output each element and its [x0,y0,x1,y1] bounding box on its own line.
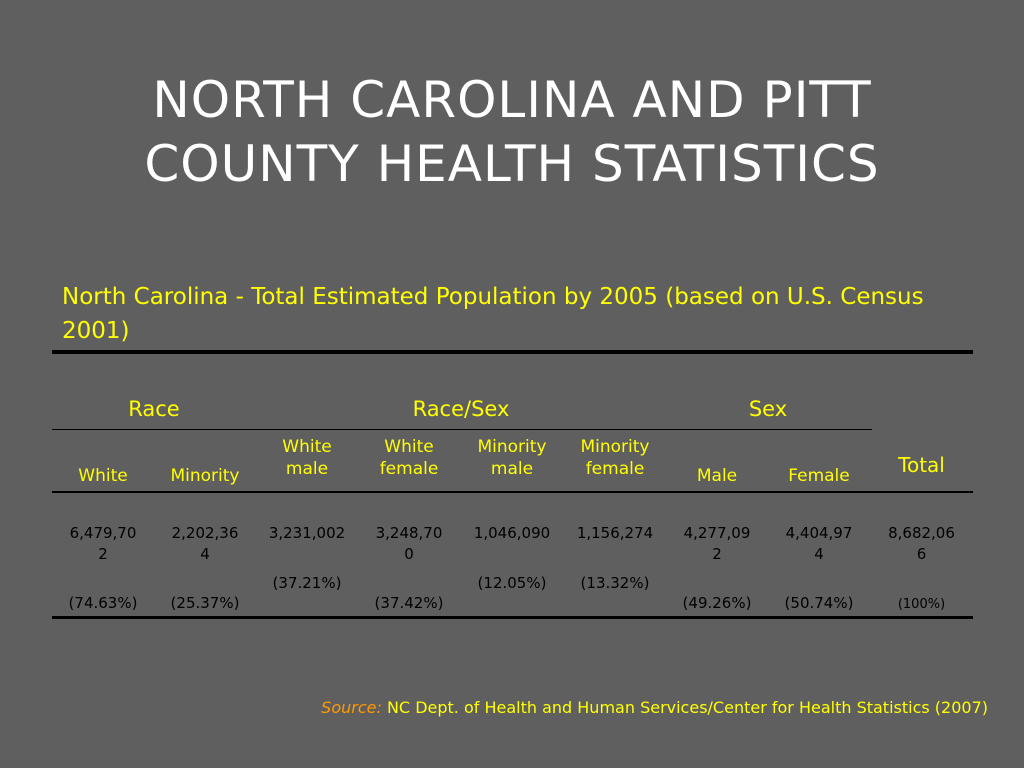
value-line: 6 [916,545,927,563]
column-header-white-male: White male [256,436,358,480]
value-white-female: 3,248,70 0 [358,523,460,565]
source-label: Source: [321,698,382,717]
group-divider-rule [52,429,872,430]
value-line: 6,479,70 [69,524,137,542]
header-line: White [384,437,434,457]
table-bottom-rule [52,616,973,619]
header-line: Minority [477,437,547,457]
column-header-total: Total [898,453,945,477]
table-top-rule [52,350,973,354]
value-line: 4 [200,545,210,563]
value-line: 3,248,70 [375,524,443,542]
value-line: 4,277,09 [683,524,751,542]
column-header-white-female: White female [358,436,460,480]
header-line: White [282,437,332,457]
percent-white-male: (37.21%) [272,574,342,592]
header-line: male [490,459,534,479]
value-female: 4,404,97 4 [768,523,870,565]
slide-title: NORTH CAROLINA AND PITT COUNTY HEALTH ST… [0,68,1024,196]
group-header-sex: Sex [748,397,788,421]
source-note: Source: NC Dept. of Health and Human Ser… [321,698,988,717]
header-line: Minority [580,437,650,457]
value-minority: 2,202,36 4 [154,523,256,565]
column-header-male: Male [696,466,738,486]
percent-minority-male: (12.05%) [477,574,547,592]
percent-female: (50.74%) [784,594,854,612]
table-caption: North Carolina - Total Estimated Populat… [62,284,924,344]
value-white-male: 3,231,002 [268,524,346,542]
source-text: NC Dept. of Health and Human Services/Ce… [381,698,988,717]
value-minority-female: 1,156,274 [576,524,654,542]
percent-white-female: (37.42%) [374,594,444,612]
group-header-race: Race [128,397,180,421]
header-line: female [585,459,645,479]
percent-minority: (25.37%) [170,594,240,612]
group-header-race-sex: Race/Sex [412,397,510,421]
column-header-white: White [78,466,128,486]
header-bottom-rule [52,491,973,493]
value-line: 2 [98,545,108,563]
title-line-2: COUNTY HEALTH STATISTICS [144,135,880,193]
value-minority-male: 1,046,090 [473,524,551,542]
value-line: 2,202,36 [171,524,239,542]
column-header-minority-male: Minority male [460,436,564,480]
percent-male: (49.26%) [682,594,752,612]
column-header-minority: Minority [170,466,240,486]
column-header-minority-female: Minority female [564,436,666,480]
value-line: 0 [404,545,414,563]
header-line: female [379,459,439,479]
value-line: 2 [712,545,722,563]
value-line: 4,404,97 [785,524,853,542]
percent-minority-female: (13.32%) [580,574,650,592]
value-line: 4 [814,545,824,563]
column-header-female: Female [788,466,850,486]
percent-white: (74.63%) [68,594,138,612]
title-line-1: NORTH CAROLINA AND PITT [152,71,872,129]
percent-total: (100%) [897,597,946,612]
header-line: male [285,459,329,479]
value-male: 4,277,09 2 [666,523,768,565]
value-line: 8,682,06 [888,524,955,542]
value-white: 6,479,70 2 [52,523,154,565]
value-total: 8,682,06 6 [870,523,973,565]
